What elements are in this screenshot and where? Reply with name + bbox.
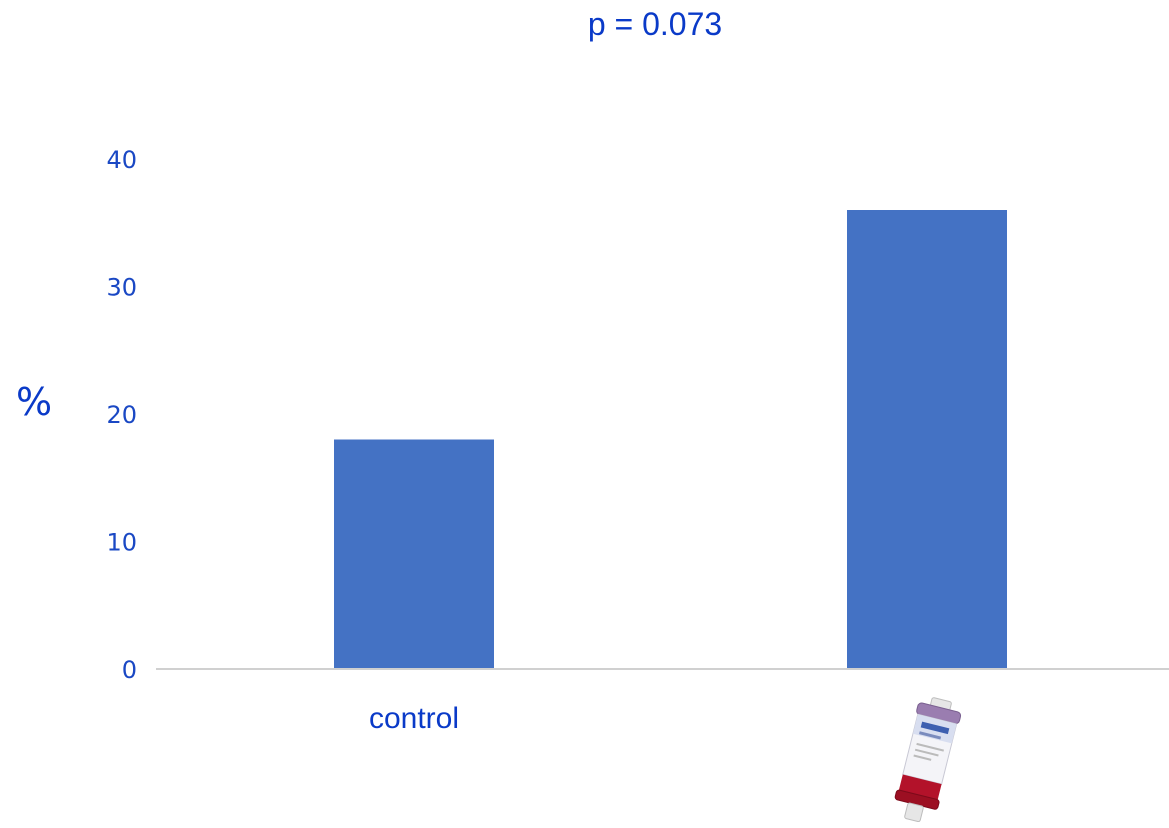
- bar: [847, 210, 1007, 669]
- y-axis-ticks: 0 10 20 30 40: [106, 146, 137, 684]
- y-tick-label: 0: [122, 656, 137, 684]
- p-value-annotation: p = 0.073: [587, 6, 723, 42]
- x-category-label-control: control: [368, 702, 460, 735]
- y-tick-label: 10: [106, 529, 137, 557]
- y-tick-label: 30: [106, 274, 137, 302]
- bars: [334, 210, 1007, 669]
- y-tick-label: 40: [106, 146, 137, 174]
- cytosorb-cartridge-icon: [894, 697, 962, 823]
- y-axis-label: %: [16, 380, 53, 424]
- y-tick-label: 20: [106, 401, 137, 429]
- bar: [334, 439, 494, 669]
